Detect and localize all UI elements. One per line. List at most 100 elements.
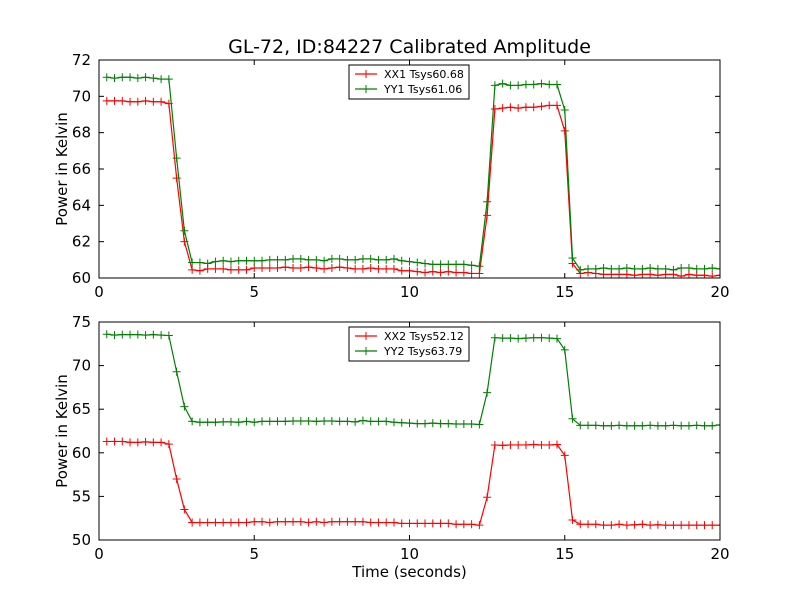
data-point-marker (560, 126, 569, 135)
data-point-marker (273, 517, 282, 526)
data-point-marker (289, 517, 298, 526)
data-point-marker (234, 256, 243, 265)
data-point-marker (591, 520, 600, 529)
data-point-marker (669, 521, 678, 530)
data-point-marker (149, 330, 158, 339)
data-point-marker (389, 518, 398, 527)
data-point-marker (568, 254, 577, 263)
data-point-marker (335, 517, 344, 526)
data-point-marker (320, 518, 329, 527)
series-1 (102, 96, 720, 278)
data-point-marker (374, 518, 383, 527)
data-point-marker (358, 264, 367, 273)
data-point-marker (320, 256, 329, 265)
legend-swatch-marker (362, 332, 370, 340)
data-point-marker (110, 331, 119, 340)
data-point-marker (126, 97, 135, 106)
data-point-marker (545, 334, 554, 343)
data-point-marker (490, 333, 499, 342)
data-point-marker (304, 263, 313, 272)
x-tick-label: 5 (249, 283, 259, 301)
data-point-marker (102, 437, 111, 446)
x-tick-label: 15 (555, 283, 574, 301)
data-point-marker (234, 518, 243, 527)
data-point-marker (133, 74, 142, 83)
data-point-marker (366, 264, 375, 273)
data-point-marker (304, 416, 313, 425)
data-point-marker (366, 518, 375, 527)
data-point-marker (459, 420, 468, 429)
data-point-marker (529, 80, 538, 89)
data-point-marker (661, 264, 670, 273)
data-point-marker (607, 421, 616, 430)
data-point-marker (708, 421, 717, 430)
data-point-marker (195, 266, 204, 275)
data-point-marker (459, 268, 468, 277)
data-point-marker (281, 255, 290, 264)
y-tick-label: 60 (72, 269, 91, 287)
data-point-marker (599, 521, 608, 530)
data-point-marker (428, 260, 437, 269)
data-point-marker (281, 263, 290, 272)
data-point-marker (638, 421, 647, 430)
y-axis-label: Power in Kelvin (53, 112, 71, 226)
y-tick-label: 62 (72, 233, 91, 251)
data-point-marker (646, 264, 655, 273)
data-point-marker (700, 264, 709, 273)
legend-swatch-marker (362, 347, 370, 355)
data-point-marker (568, 414, 577, 423)
data-point-marker (475, 269, 484, 278)
legend-label: YY2 Tsys63.79 (383, 345, 462, 358)
data-point-marker (716, 420, 720, 429)
data-point-marker (320, 264, 329, 273)
data-point-marker (234, 418, 243, 427)
data-point-marker (421, 259, 430, 268)
y-tick-label: 70 (72, 87, 91, 105)
data-point-marker (475, 521, 484, 530)
data-point-marker (296, 517, 305, 526)
data-point-marker (413, 419, 422, 428)
data-point-marker (172, 474, 181, 483)
data-point-marker (296, 254, 305, 263)
data-point-marker (211, 264, 220, 273)
data-point-marker (374, 264, 383, 273)
legend-swatch-marker (362, 85, 370, 93)
data-point-marker (444, 267, 453, 276)
data-point-marker (250, 517, 259, 526)
data-point-marker (638, 264, 647, 273)
data-point-marker (506, 103, 515, 112)
data-point-marker (327, 517, 336, 526)
data-point-marker (273, 264, 282, 273)
data-point-marker (265, 264, 274, 273)
data-point-marker (700, 421, 709, 430)
data-point-marker (296, 264, 305, 273)
data-point-marker (327, 254, 336, 263)
data-point-marker (382, 255, 391, 264)
data-point-marker (149, 438, 158, 447)
data-point-marker (444, 260, 453, 269)
data-point-marker (677, 272, 686, 278)
data-point-marker (545, 440, 554, 449)
data-point-marker (630, 520, 639, 529)
data-point-marker (118, 96, 127, 105)
data-point-marker (141, 96, 150, 105)
data-point-marker (110, 437, 119, 446)
data-point-marker (366, 254, 375, 263)
data-point-marker (646, 421, 655, 430)
data-point-marker (382, 518, 391, 527)
data-point-marker (226, 417, 235, 426)
x-tick-label: 10 (400, 545, 419, 563)
data-point-marker (653, 520, 662, 529)
data-point-marker (653, 264, 662, 273)
data-point-marker (110, 74, 119, 83)
data-point-marker (560, 451, 569, 460)
data-point-marker (576, 265, 585, 274)
data-point-marker (615, 520, 624, 529)
data-point-marker (521, 440, 530, 449)
data-point-marker (133, 330, 142, 339)
data-point-marker (188, 417, 197, 426)
data-point-marker (506, 440, 515, 449)
data-point-marker (428, 267, 437, 276)
data-point-marker (358, 517, 367, 526)
data-point-marker (157, 438, 166, 447)
